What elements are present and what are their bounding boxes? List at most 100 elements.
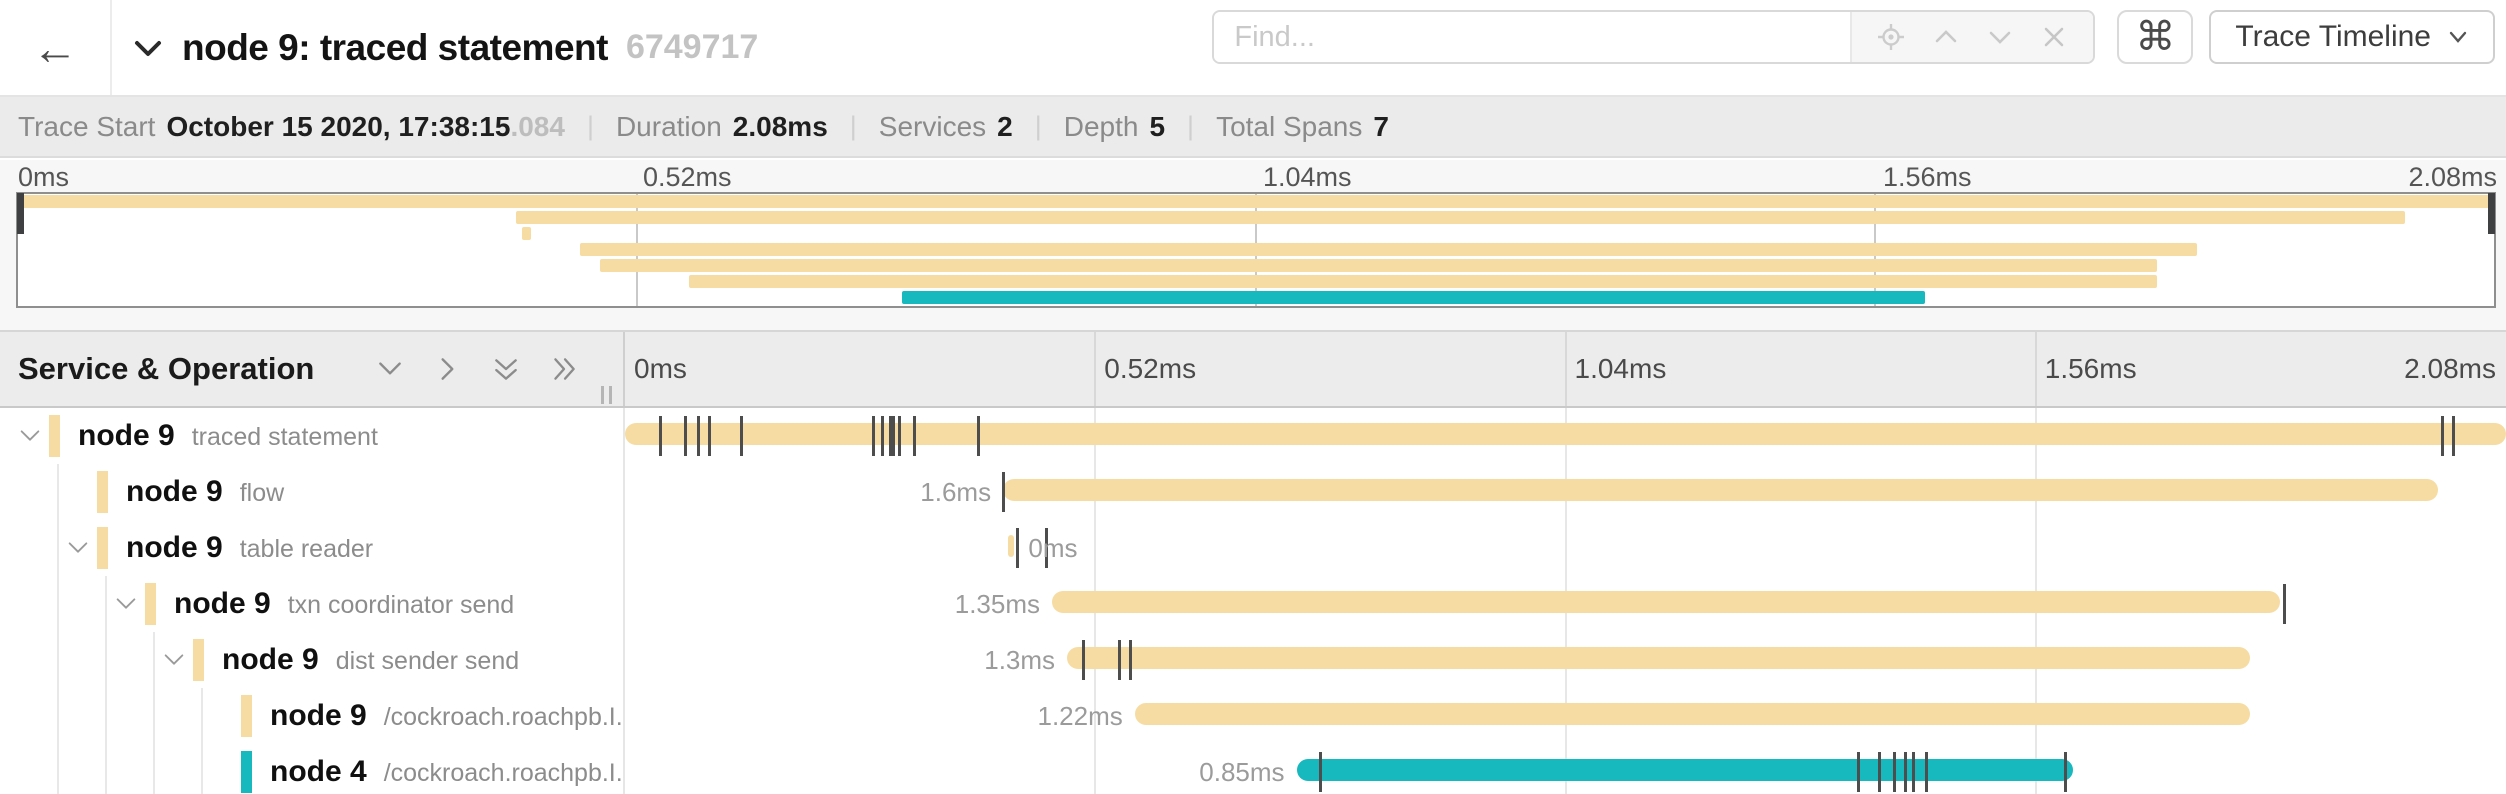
panel-resize-handle[interactable] <box>601 386 612 404</box>
title-group: node 9: traced statement 6749717 <box>130 0 758 95</box>
span-name-row[interactable]: node 9 dist sender send <box>0 632 623 688</box>
service-name: node 4 <box>270 755 367 788</box>
timeline-minimap: 0ms 0.52ms 1.04ms 1.56ms 2.08ms <box>0 160 2506 330</box>
find-input[interactable] <box>1214 12 1851 62</box>
indent-guide <box>105 688 107 744</box>
span-duration-label: 0ms <box>1028 533 1078 563</box>
operation-name: txn coordinator send <box>287 591 515 619</box>
ruler-tick-label: 0.52ms <box>1104 353 1197 384</box>
span-event-tick <box>2440 416 2444 456</box>
back-arrow-icon: ← <box>32 21 78 74</box>
indent-guide <box>57 744 59 794</box>
double-chevron-right-icon[interactable] <box>549 354 579 384</box>
span-name-row[interactable]: node 9 traced statement <box>0 408 623 464</box>
indent-guide <box>153 744 155 794</box>
minimap-span-bar <box>688 275 2158 288</box>
service-color-chip <box>193 639 204 681</box>
chevron-right-icon[interactable] <box>433 354 463 384</box>
expand-span-chevron-down-icon[interactable] <box>113 591 139 617</box>
span-bar[interactable] <box>1003 479 2439 501</box>
expand-span-chevron-down-icon[interactable] <box>65 535 91 561</box>
keyboard-shortcuts-button[interactable]: ⌘ <box>2117 10 2194 64</box>
service-name: node 9 <box>222 643 319 676</box>
minimap-canvas[interactable] <box>16 192 2496 308</box>
chevron-down-icon[interactable] <box>375 354 405 384</box>
service-color-chip <box>97 471 108 513</box>
span-event-tick <box>977 416 981 456</box>
span-name: node 9 traced statement <box>78 419 378 453</box>
summary-item-label: Duration <box>615 110 722 142</box>
back-button[interactable]: ← <box>0 0 112 95</box>
span-bar-row[interactable]: 1.22ms <box>625 688 2506 744</box>
ruler-gridline <box>1564 332 1567 406</box>
span-bars-column: 1.6ms 0ms 1.35ms 1.3ms 1.22ms 0.85ms <box>625 408 2506 794</box>
minimap-left-scrubber-handle[interactable] <box>17 193 24 234</box>
service-name: node 9 <box>270 699 367 732</box>
span-bar-row[interactable]: 0.85ms <box>625 744 2506 794</box>
header-controls: ⌘ Trace Timeline <box>1212 10 2495 64</box>
service-name: node 9 <box>126 531 223 564</box>
double-chevron-down-icon[interactable] <box>491 354 521 384</box>
operation-name: /cockroach.roachpb.I... <box>383 703 625 731</box>
span-bar[interactable] <box>1007 535 1015 557</box>
span-name-row[interactable]: node 9 txn coordinator send <box>0 576 623 632</box>
summary-item-value: 7 <box>1373 110 1389 142</box>
trace-summary-bar: Trace Start October 15 2020, 17:38:15.08… <box>0 97 2506 158</box>
span-bar[interactable] <box>625 423 2506 445</box>
expand-span-chevron-down-icon[interactable] <box>17 423 43 449</box>
minimap-tick-label: 1.04ms <box>1263 162 1352 192</box>
span-name-row[interactable]: node 9 flow <box>0 464 623 520</box>
indent-guide <box>57 688 59 744</box>
span-bar[interactable] <box>1296 759 2074 781</box>
page-title: node 9: traced statement <box>182 26 608 68</box>
span-bar-row[interactable]: 0ms <box>625 520 2506 576</box>
header: ← node 9: traced statement 6749717 <box>0 0 2506 97</box>
indent-guide <box>57 464 59 520</box>
indent-guide <box>57 576 59 632</box>
span-duration-label: 0.85ms <box>1199 757 1285 787</box>
view-selector-button[interactable]: Trace Timeline <box>2209 10 2495 64</box>
span-event-tick <box>1911 752 1915 792</box>
span-event-tick <box>1925 752 1929 792</box>
span-event-tick <box>1893 752 1897 792</box>
span-name-row[interactable]: node 9/cockroach.roachpb.I... <box>0 688 623 744</box>
span-bar-row[interactable]: 1.35ms <box>625 576 2506 632</box>
indent-guide <box>105 632 107 688</box>
find-next-chevron-down-icon[interactable] <box>1985 22 2015 52</box>
minimap-span-bar <box>18 195 2494 208</box>
indent-guide <box>57 632 59 688</box>
ruler-gridline <box>1094 332 1097 406</box>
span-name-row[interactable]: node 9 table reader <box>0 520 623 576</box>
minimap-right-scrubber-handle[interactable] <box>2488 193 2495 234</box>
ruler-tick-label: 0ms <box>634 353 687 384</box>
panel-title: Service & Operation <box>18 351 315 386</box>
view-selector-label: Trace Timeline <box>2235 20 2431 53</box>
minimap-span-bar <box>521 227 531 240</box>
minimap-span-bar <box>901 291 1925 304</box>
span-name-row[interactable]: node 4/cockroach.roachpb.I... <box>0 744 623 794</box>
span-bar[interactable] <box>1134 703 2251 725</box>
expand-span-chevron-down-icon[interactable] <box>161 647 187 673</box>
trace-start-label: Trace Start <box>18 110 156 142</box>
span-event-tick <box>913 416 917 456</box>
collapse-trace-chevron-down-icon[interactable] <box>130 30 166 66</box>
find-group <box>1212 10 2096 64</box>
span-bar-row[interactable]: 1.3ms <box>625 632 2506 688</box>
summary-divider: | <box>1034 111 1042 141</box>
ruler-tick-label: 2.08ms <box>2404 353 2496 384</box>
find-clear-x-icon[interactable] <box>2039 22 2069 52</box>
find-prev-chevron-up-icon[interactable] <box>1931 22 1961 52</box>
summary-divider: | <box>849 111 857 141</box>
indent-guide <box>105 576 107 632</box>
indent-guide <box>57 520 59 576</box>
summary-divider: | <box>1187 111 1195 141</box>
span-bar-row[interactable]: 1.6ms <box>625 464 2506 520</box>
span-name: node 9 table reader <box>126 531 373 565</box>
summary-divider: | <box>586 111 594 141</box>
span-bar[interactable] <box>1051 591 2281 613</box>
span-bar-row[interactable] <box>625 408 2506 464</box>
ruler-gridline <box>2034 332 2037 406</box>
span-bar[interactable] <box>1067 647 2251 669</box>
locate-icon[interactable] <box>1876 22 1906 52</box>
